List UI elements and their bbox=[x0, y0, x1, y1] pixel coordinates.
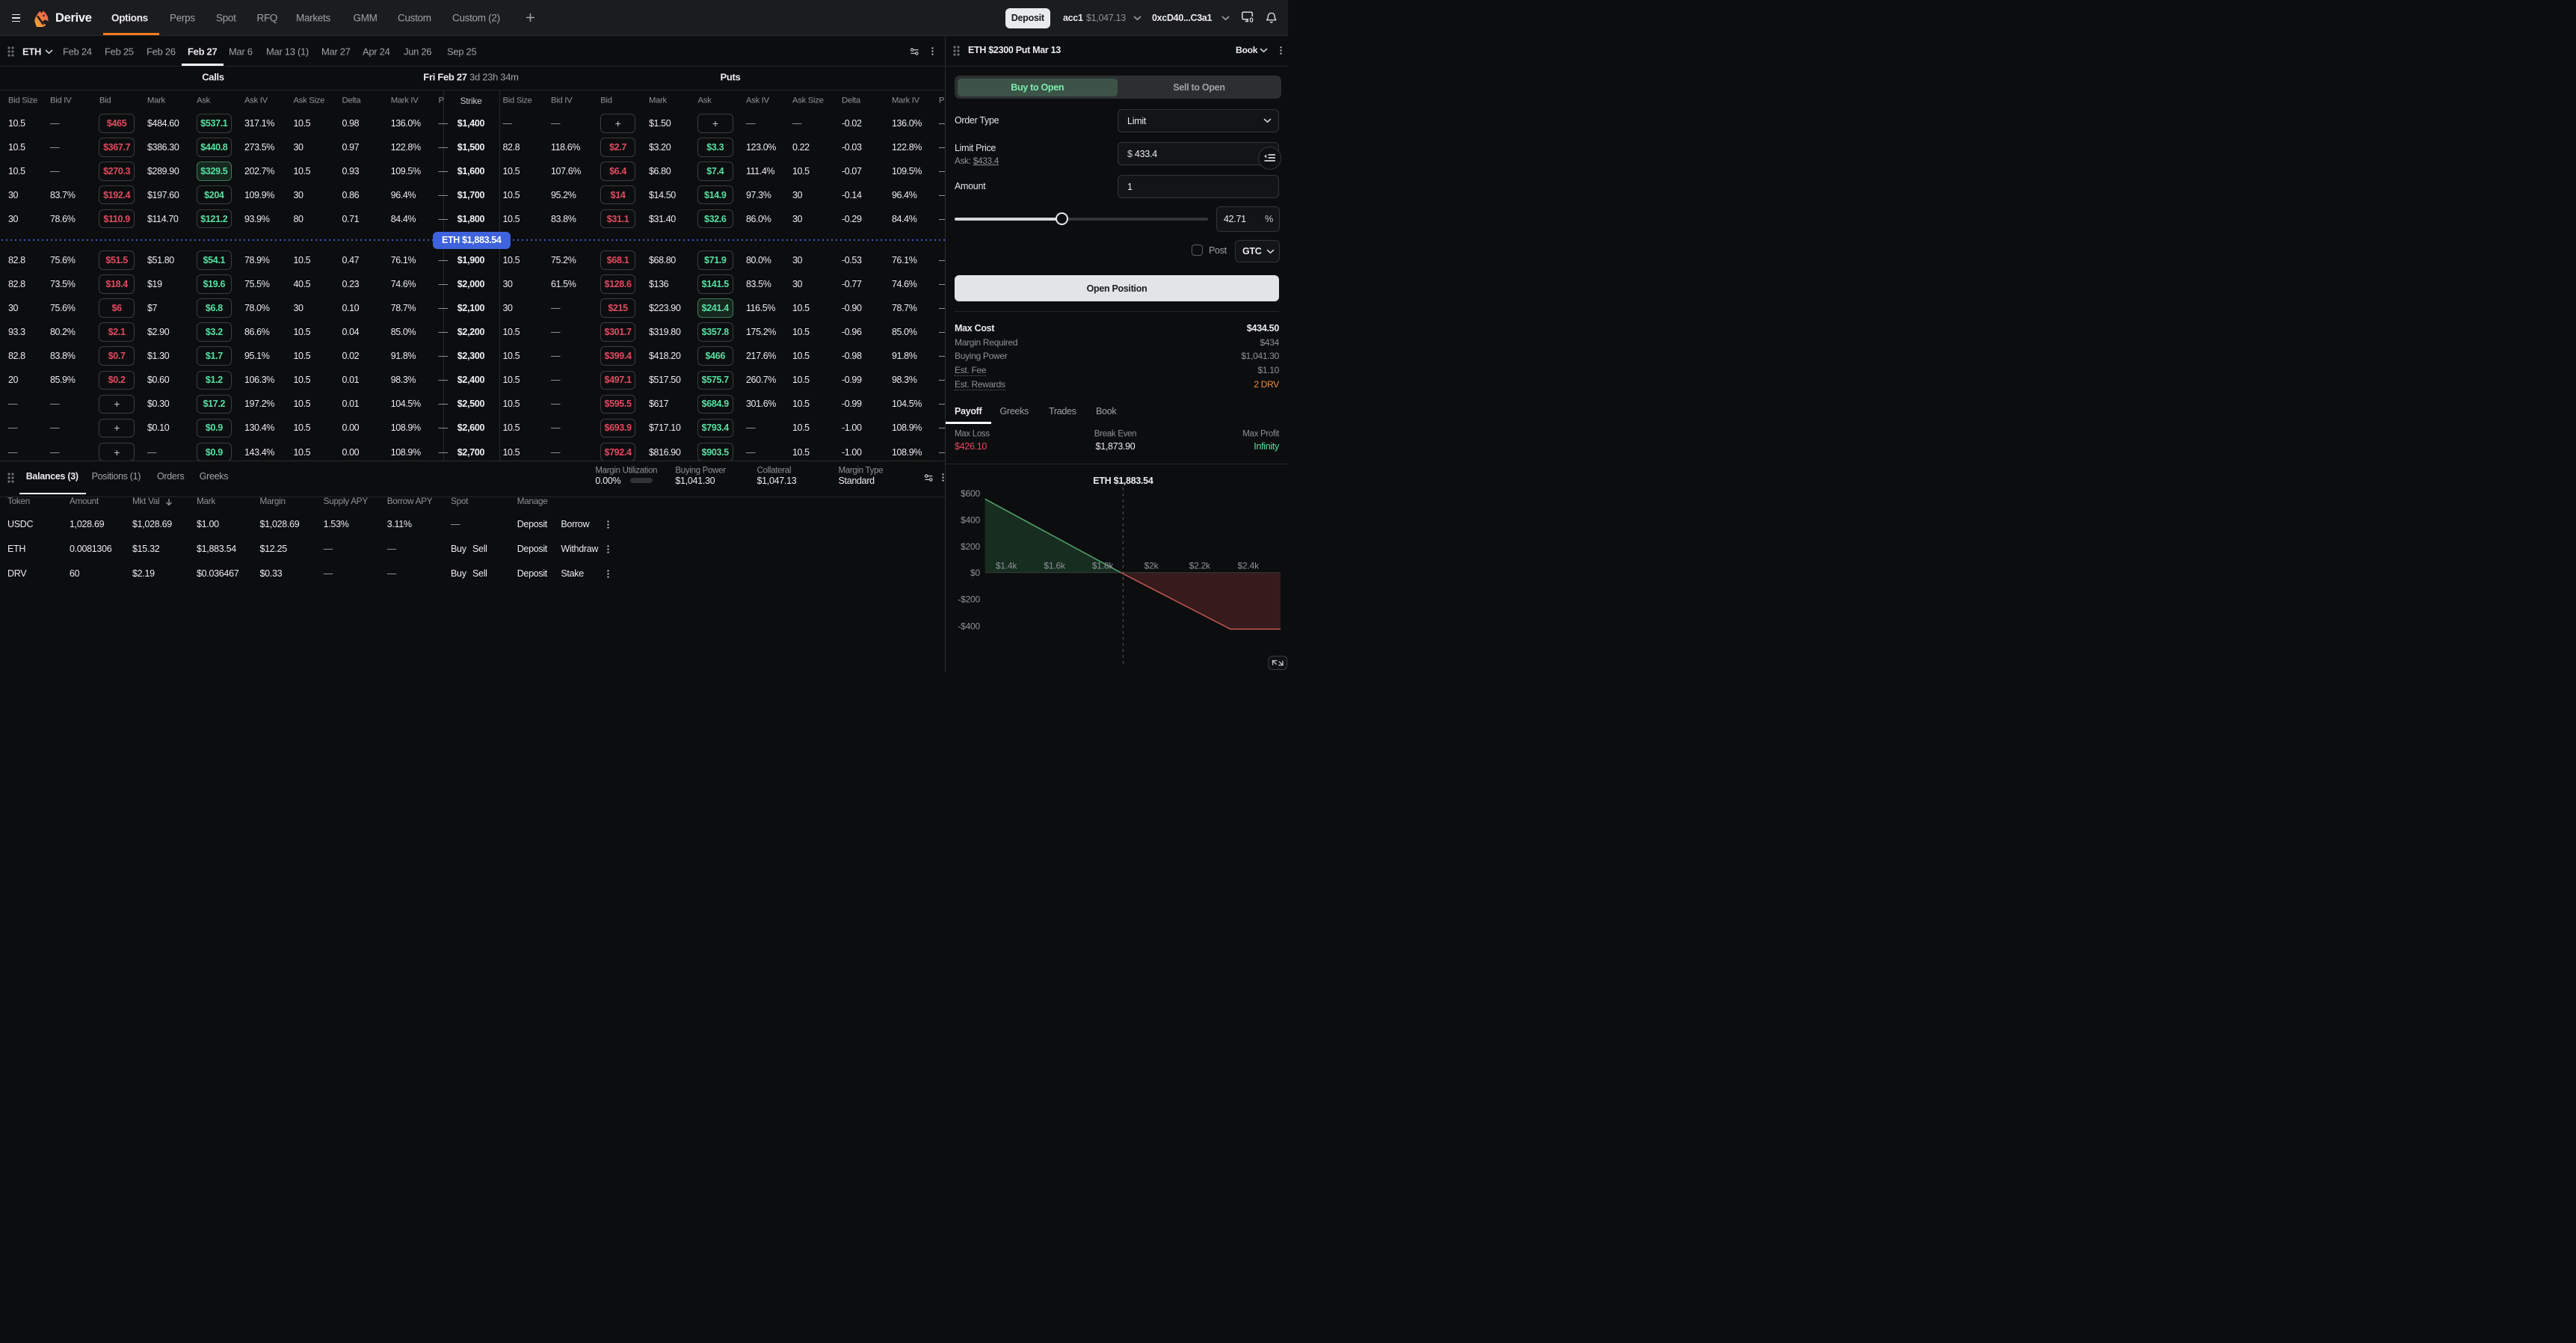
svg-text:$200: $200 bbox=[961, 541, 980, 552]
svg-text:$2.2k: $2.2k bbox=[1189, 561, 1212, 571]
svg-text:$0: $0 bbox=[970, 568, 980, 578]
svg-text:$1.4k: $1.4k bbox=[996, 561, 1018, 571]
svg-text:$400: $400 bbox=[961, 515, 980, 526]
svg-text:-$400: -$400 bbox=[958, 621, 980, 631]
svg-text:-$200: -$200 bbox=[958, 594, 980, 605]
svg-text:$2.4k: $2.4k bbox=[1238, 561, 1260, 571]
svg-text:$2k: $2k bbox=[1144, 561, 1159, 571]
svg-text:$1.6k: $1.6k bbox=[1044, 561, 1066, 571]
svg-text:$600: $600 bbox=[961, 488, 980, 499]
svg-text:$1.8k: $1.8k bbox=[1092, 561, 1115, 571]
svg-text:ETH $1,883.54: ETH $1,883.54 bbox=[1093, 476, 1153, 486]
svg-text:0: 0 bbox=[1250, 16, 1254, 24]
